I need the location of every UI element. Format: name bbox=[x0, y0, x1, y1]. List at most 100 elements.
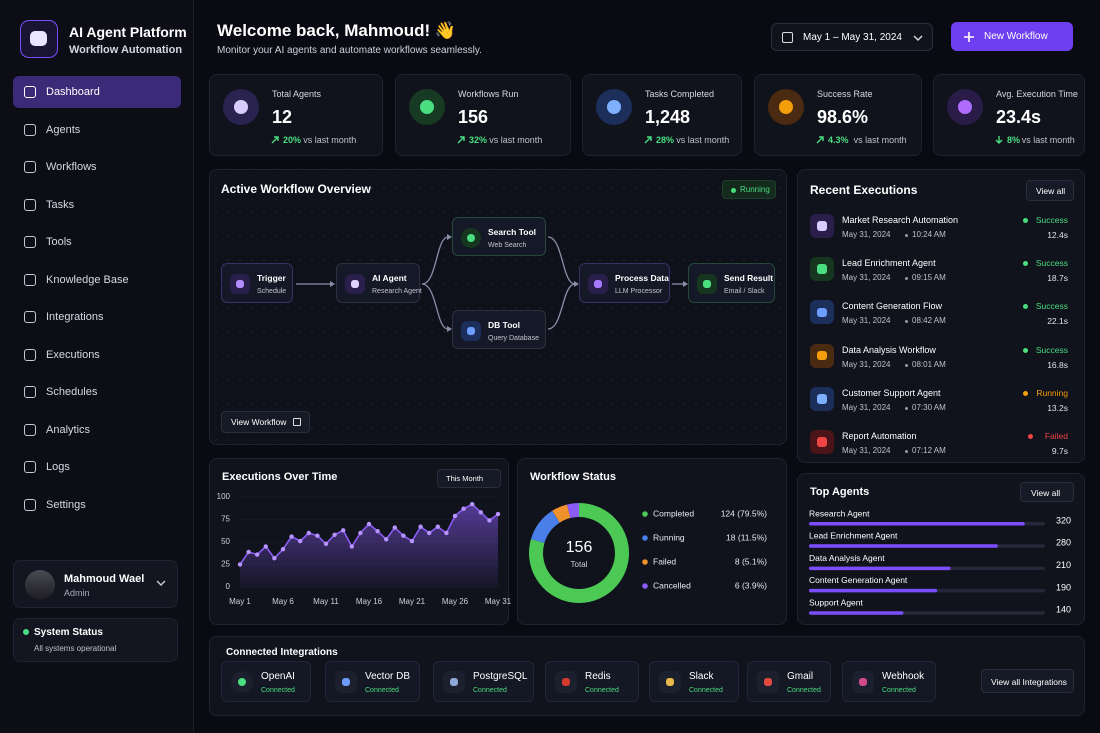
trend-arrow-line bbox=[644, 136, 652, 144]
execution-duration: 18.7s bbox=[1047, 273, 1068, 284]
integration-card[interactable]: Slack Connected bbox=[649, 661, 739, 702]
view-all-button[interactable]: View all bbox=[1026, 180, 1074, 201]
workflow-node[interactable]: DB Tool Query Database bbox=[452, 310, 546, 349]
icon-glyph bbox=[561, 677, 571, 687]
icon-glyph bbox=[665, 677, 675, 687]
nav-item[interactable]: Workflows bbox=[13, 151, 181, 183]
icon-glyph bbox=[449, 677, 459, 687]
integration-card[interactable]: Gmail Connected bbox=[747, 661, 831, 702]
legend-label: Running bbox=[653, 532, 685, 542]
x-tick-label: May 6 bbox=[272, 597, 294, 606]
nav-icon bbox=[24, 311, 36, 323]
integrations-title: Connected Integrations bbox=[226, 647, 338, 658]
nav-item[interactable]: Analytics bbox=[13, 414, 181, 446]
execution-time: 07:12 AM bbox=[912, 446, 946, 455]
range-select[interactable]: This Month bbox=[437, 469, 501, 488]
integration-name: PostgreSQL bbox=[473, 671, 528, 682]
trend-arrow-line bbox=[995, 136, 1003, 144]
execution-date: May 31, 2024 bbox=[842, 359, 891, 369]
execution-status-dot bbox=[1023, 218, 1028, 223]
nav-icon bbox=[24, 348, 36, 361]
workflow-node[interactable]: AI Agent Research Agent bbox=[336, 263, 422, 303]
nav-icon bbox=[24, 386, 36, 398]
line-point bbox=[298, 538, 303, 544]
nav-item[interactable]: Dashboard bbox=[13, 76, 181, 108]
icon bbox=[768, 89, 804, 125]
view-integrations-button[interactable]: View all Integrations bbox=[981, 669, 1074, 693]
nav-item[interactable]: Settings bbox=[13, 489, 181, 521]
nav-label: Analytics bbox=[46, 423, 91, 436]
nav-icon bbox=[24, 86, 36, 98]
node-sub: Email / Slack bbox=[724, 288, 765, 295]
icon-glyph bbox=[817, 393, 827, 404]
legend-dot bbox=[642, 583, 648, 589]
workflow-node[interactable]: Search Tool Web Search bbox=[452, 217, 546, 256]
icon-glyph bbox=[817, 264, 827, 274]
execution-status-dot bbox=[1023, 304, 1028, 310]
execution-name: Data Analysis Workflow bbox=[842, 344, 936, 355]
workflow-node[interactable]: Send Result Email / Slack bbox=[688, 263, 775, 303]
integration-card[interactable]: Webhook Connected bbox=[842, 661, 936, 702]
integration-card[interactable]: PostgreSQL Connected bbox=[433, 661, 534, 702]
stat-period: vs last month bbox=[303, 135, 357, 145]
icon bbox=[461, 228, 481, 248]
integration-card[interactable]: OpenAI Connected bbox=[221, 661, 311, 702]
integration-card[interactable]: Vector DB Connected bbox=[325, 661, 420, 702]
node-sub: LLM Processor bbox=[615, 288, 663, 295]
icon-glyph bbox=[467, 327, 475, 335]
icon-glyph bbox=[703, 280, 711, 288]
nav-item[interactable]: Tools bbox=[13, 226, 181, 258]
brand-subtitle: Workflow Automation bbox=[69, 44, 183, 56]
nav-item[interactable]: Agents bbox=[13, 114, 181, 146]
workflow-node[interactable]: Process Data LLM Processor bbox=[579, 263, 670, 303]
legend-label: Failed bbox=[653, 556, 676, 566]
node-label: Process Data bbox=[615, 273, 669, 283]
nav-label: Settings bbox=[46, 498, 86, 511]
nav-item[interactable]: Integrations bbox=[13, 301, 181, 333]
nav-item[interactable]: Tasks bbox=[13, 189, 181, 221]
execution-status: Failed bbox=[1044, 431, 1068, 441]
line-point bbox=[349, 544, 354, 549]
nav-icon bbox=[24, 236, 36, 248]
chevron-line bbox=[156, 580, 166, 586]
nav-item[interactable]: Schedules bbox=[13, 376, 181, 408]
legend-dot bbox=[642, 535, 648, 541]
running-label: Running bbox=[740, 185, 770, 194]
icon-glyph bbox=[467, 234, 475, 242]
stat-period: vs last month bbox=[676, 135, 730, 145]
line-area bbox=[240, 504, 498, 587]
icon-glyph bbox=[594, 280, 602, 288]
execution-status: Success bbox=[1035, 215, 1068, 225]
node-sub: Schedule bbox=[257, 288, 287, 295]
icon-glyph bbox=[351, 280, 359, 288]
stat-label: Workflows Run bbox=[458, 89, 519, 99]
node-label: AI Agent bbox=[372, 273, 407, 283]
line-point bbox=[280, 547, 286, 552]
line-point bbox=[418, 524, 423, 529]
date-button[interactable]: May 1 – May 31, 2024 bbox=[771, 23, 933, 51]
integration-card[interactable]: Redis Connected bbox=[545, 661, 639, 702]
execution-name: Lead Enrichment Agent bbox=[842, 258, 936, 269]
nav-label: Workflows bbox=[46, 161, 97, 173]
nav-item[interactable]: Executions bbox=[13, 339, 181, 371]
new-workflow-label: New Workflow bbox=[984, 31, 1048, 42]
execution-date: May 31, 2024 bbox=[842, 273, 891, 283]
icon bbox=[810, 257, 834, 282]
line-point bbox=[358, 530, 363, 536]
workflow-node[interactable]: Trigger Schedule bbox=[221, 263, 293, 303]
legend-label: Completed bbox=[653, 508, 694, 518]
trend-arrow-line bbox=[271, 136, 279, 144]
legend-value: 6 (3.9%) bbox=[735, 580, 767, 590]
donut-segment bbox=[530, 510, 561, 544]
integration-status: Connected bbox=[473, 687, 507, 694]
nav-item[interactable]: Logs bbox=[13, 451, 181, 483]
execution-name: Content Generation Flow bbox=[842, 301, 943, 312]
view-all-button[interactable]: View all bbox=[1020, 482, 1074, 502]
view-workflow-button[interactable]: View Workflow bbox=[221, 411, 310, 433]
line-point bbox=[392, 525, 397, 530]
line-point bbox=[306, 530, 311, 536]
page-subtitle: Monitor your AI agents and automate work… bbox=[217, 45, 482, 56]
nav-item[interactable]: Knowledge Base bbox=[13, 264, 181, 296]
user-card[interactable]: Mahmoud Wael Admin bbox=[13, 560, 178, 608]
